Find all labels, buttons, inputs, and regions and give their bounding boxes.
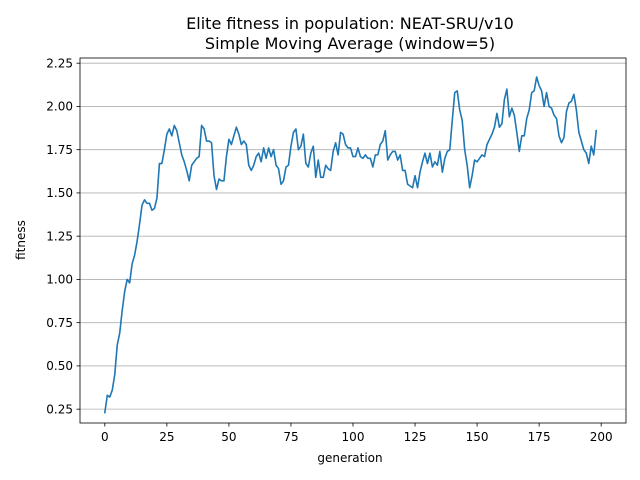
y-tick-label: 1.75 <box>46 143 73 157</box>
chart-subtitle: Simple Moving Average (window=5) <box>205 34 495 53</box>
x-tick-label: 75 <box>283 430 298 444</box>
y-tick-label: 1.00 <box>46 273 73 287</box>
x-axis-label: generation <box>317 451 382 465</box>
y-axis-label: fitness <box>14 220 28 260</box>
y-tick-label: 0.25 <box>46 402 73 416</box>
fitness-series-line <box>103 76 598 414</box>
x-tick-label: 150 <box>466 430 489 444</box>
x-tick-label: 125 <box>404 430 427 444</box>
series-layer <box>103 76 598 414</box>
x-tick-label: 200 <box>590 430 613 444</box>
x-tick-label: 0 <box>101 430 109 444</box>
x-tick-label: 100 <box>342 430 365 444</box>
x-tick-label: 50 <box>221 430 236 444</box>
x-tick-label: 175 <box>528 430 551 444</box>
y-tick-label: 2.00 <box>46 100 73 114</box>
x-tick-label: 25 <box>159 430 174 444</box>
y-tick-label: 1.50 <box>46 186 73 200</box>
y-tick-label: 1.25 <box>46 229 73 243</box>
y-tick-label: 2.25 <box>46 56 73 70</box>
tick-layer: 0.25 0.50 0.75 1.00 1.25 1.50 1.75 2.00 2.25 0 25 5… <box>46 56 612 444</box>
y-tick-label: 0.75 <box>46 316 73 330</box>
grid-layer <box>80 62 626 410</box>
y-tick-label: 0.50 <box>46 359 73 373</box>
chart-title: Elite fitness in population: NEAT-SRU/v1… <box>186 14 514 33</box>
